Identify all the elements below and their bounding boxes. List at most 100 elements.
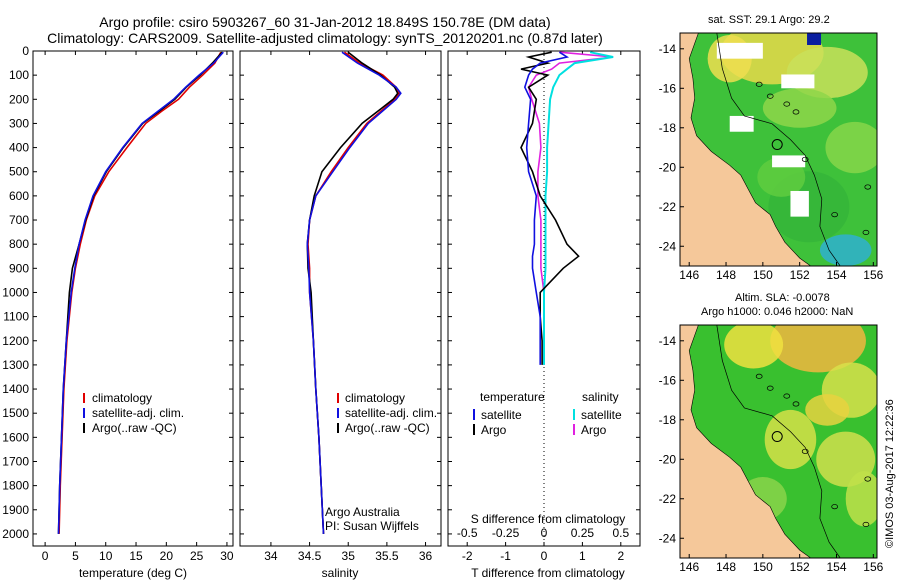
temp-xtick-label: 0 <box>42 549 49 563</box>
sst-map-field <box>680 33 877 266</box>
temp-ytick-label: 2000 <box>2 527 29 541</box>
diff-s-tick-label: 0.5 <box>612 526 629 540</box>
sla-map-ytick-label: -16 <box>659 373 677 387</box>
sal-xtick-label: 35.5 <box>375 549 399 563</box>
sla-map-ytick-label: -20 <box>659 452 677 466</box>
sst-map-xtick-label: 150 <box>753 268 773 282</box>
temp-legend-label: Argo(..raw -QC) <box>92 421 177 435</box>
temp-xtick-label: 5 <box>72 549 79 563</box>
sst-map-xtick-label: 148 <box>716 268 736 282</box>
sst-map-reef <box>864 184 872 190</box>
temp-ytick-label: 500 <box>9 165 29 179</box>
sla-map-reef <box>783 393 791 399</box>
sst-map-ytick-label: -14 <box>659 42 677 56</box>
sst-map-title: sat. SST: 29.1 Argo: 29.2 <box>708 14 830 26</box>
sla-map-field <box>680 325 877 558</box>
diff-line-t-satellite <box>523 51 570 365</box>
temp-ytick-label: 700 <box>9 213 29 227</box>
temp-frame <box>32 50 234 547</box>
sal-frame <box>239 50 442 547</box>
sst-map-blob <box>762 88 837 128</box>
sla-map-land <box>680 325 812 558</box>
temp-ytick-label: 1900 <box>2 503 29 517</box>
temp-ytick-label: 1700 <box>2 454 29 468</box>
temp-ytick-label: 1100 <box>3 310 29 324</box>
sst-map-shelf-contour <box>716 33 841 266</box>
temp-ytick-label: 400 <box>9 141 29 155</box>
sst-map-blob <box>819 234 872 266</box>
temp-ytick-label: 1800 <box>2 479 29 493</box>
diff-xtick-label: 1 <box>579 549 586 563</box>
sla-map-ytick-label: -22 <box>659 492 677 506</box>
temp-ytick-label: 1400 <box>2 382 29 396</box>
sal-line-satellite <box>306 51 402 534</box>
temp-ytick-label: 1200 <box>2 334 29 348</box>
sst-map-xtick-label: 152 <box>790 268 810 282</box>
sst-map-missing <box>716 42 763 59</box>
sst-map-reef <box>831 212 839 218</box>
sst-map-frame <box>679 32 878 267</box>
sst-map-reef <box>755 81 763 87</box>
diff-legend-label: Argo <box>481 423 507 437</box>
sal-xtick-label: 35 <box>342 549 356 563</box>
sal-xtick-label: 34.5 <box>298 549 322 563</box>
sst-map-xtick-label: 154 <box>826 268 846 282</box>
temp-ytick-label: 100 <box>9 68 29 82</box>
sla-map-xtick-label: 156 <box>863 560 883 574</box>
sst-map-reef <box>801 156 809 162</box>
sal-xtick-label: 34 <box>264 549 278 563</box>
sst-map-missing <box>790 190 809 217</box>
diff-legend-label: satellite <box>481 408 522 422</box>
temp-ytick-label: 900 <box>9 261 29 275</box>
temp-legend-label: satellite-adj. clim. <box>92 406 184 420</box>
sst-map-reef <box>862 229 870 235</box>
credit-text: ©IMOS 03-Aug-2017 12:22:36 <box>884 399 896 548</box>
sst-map-xtick-label: 146 <box>679 268 699 282</box>
temp-ytick-label: 1000 <box>2 285 29 299</box>
sla-map-xtick-label: 146 <box>679 560 699 574</box>
sla-map-reef <box>766 385 774 391</box>
sla-map-xtick-label: 148 <box>716 560 736 574</box>
diff-xtick-label: 0 <box>541 549 548 563</box>
sla-map-xtick-label: 154 <box>826 560 846 574</box>
sla-map-reef <box>755 373 763 379</box>
sst-map-ytick-label: -18 <box>659 121 677 135</box>
sla-map-reef <box>801 448 809 454</box>
diff-s-tick-label: 0.25 <box>571 526 595 540</box>
sla-map-blob <box>724 325 784 369</box>
sal-annotation-line2: PI: Susan Wijffels <box>325 519 419 533</box>
diff-s-tick-label: -0.25 <box>492 526 520 540</box>
sst-map-blob <box>825 121 877 174</box>
sla-map-reef <box>831 504 839 510</box>
figure-title-line2: Climatology: CARS2009. Satellite-adjuste… <box>47 30 603 46</box>
temp-ytick-label: 1300 <box>2 358 29 372</box>
sla-map-blob <box>764 409 817 470</box>
temp-xtick-label: 10 <box>99 549 113 563</box>
sst-map-reef <box>792 109 800 115</box>
sst-map-blob <box>757 157 806 197</box>
temp-ytick-label: 1600 <box>2 430 29 444</box>
temp-line-satellite <box>57 51 224 534</box>
figure-title-line1: Argo profile: csiro 5903267_60 31-Jan-20… <box>99 14 551 30</box>
sla-map-subtitle: Argo h1000: 0.046 h2000: NaN <box>701 306 854 318</box>
sal-legend-label: satellite-adj. clim. <box>345 406 437 420</box>
sla-map-reef <box>864 476 872 482</box>
sst-map-argo-marker <box>771 139 783 151</box>
sst-map-xtick-label: 156 <box>863 268 883 282</box>
sla-map-reef <box>862 521 870 527</box>
temp-xtick-label: 25 <box>190 549 204 563</box>
diff-line-t-argo <box>520 51 580 365</box>
sal-xlabel: salinity <box>322 566 359 580</box>
sst-map-reef <box>766 93 774 99</box>
temp-ytick-label: 600 <box>9 189 29 203</box>
diff-legend-label: satellite <box>581 408 622 422</box>
diff-xtick-label: -2 <box>462 549 473 563</box>
sla-map-frame <box>679 324 878 559</box>
diff-s-tick-label: 0 <box>541 526 548 540</box>
diff-s-tick-label: -0.5 <box>457 526 478 540</box>
temp-ytick-label: 1500 <box>2 406 29 420</box>
temp-xtick-label: 30 <box>220 549 234 563</box>
sla-map-xtick-label: 150 <box>753 560 773 574</box>
sal-xtick-label: 36 <box>419 549 433 563</box>
